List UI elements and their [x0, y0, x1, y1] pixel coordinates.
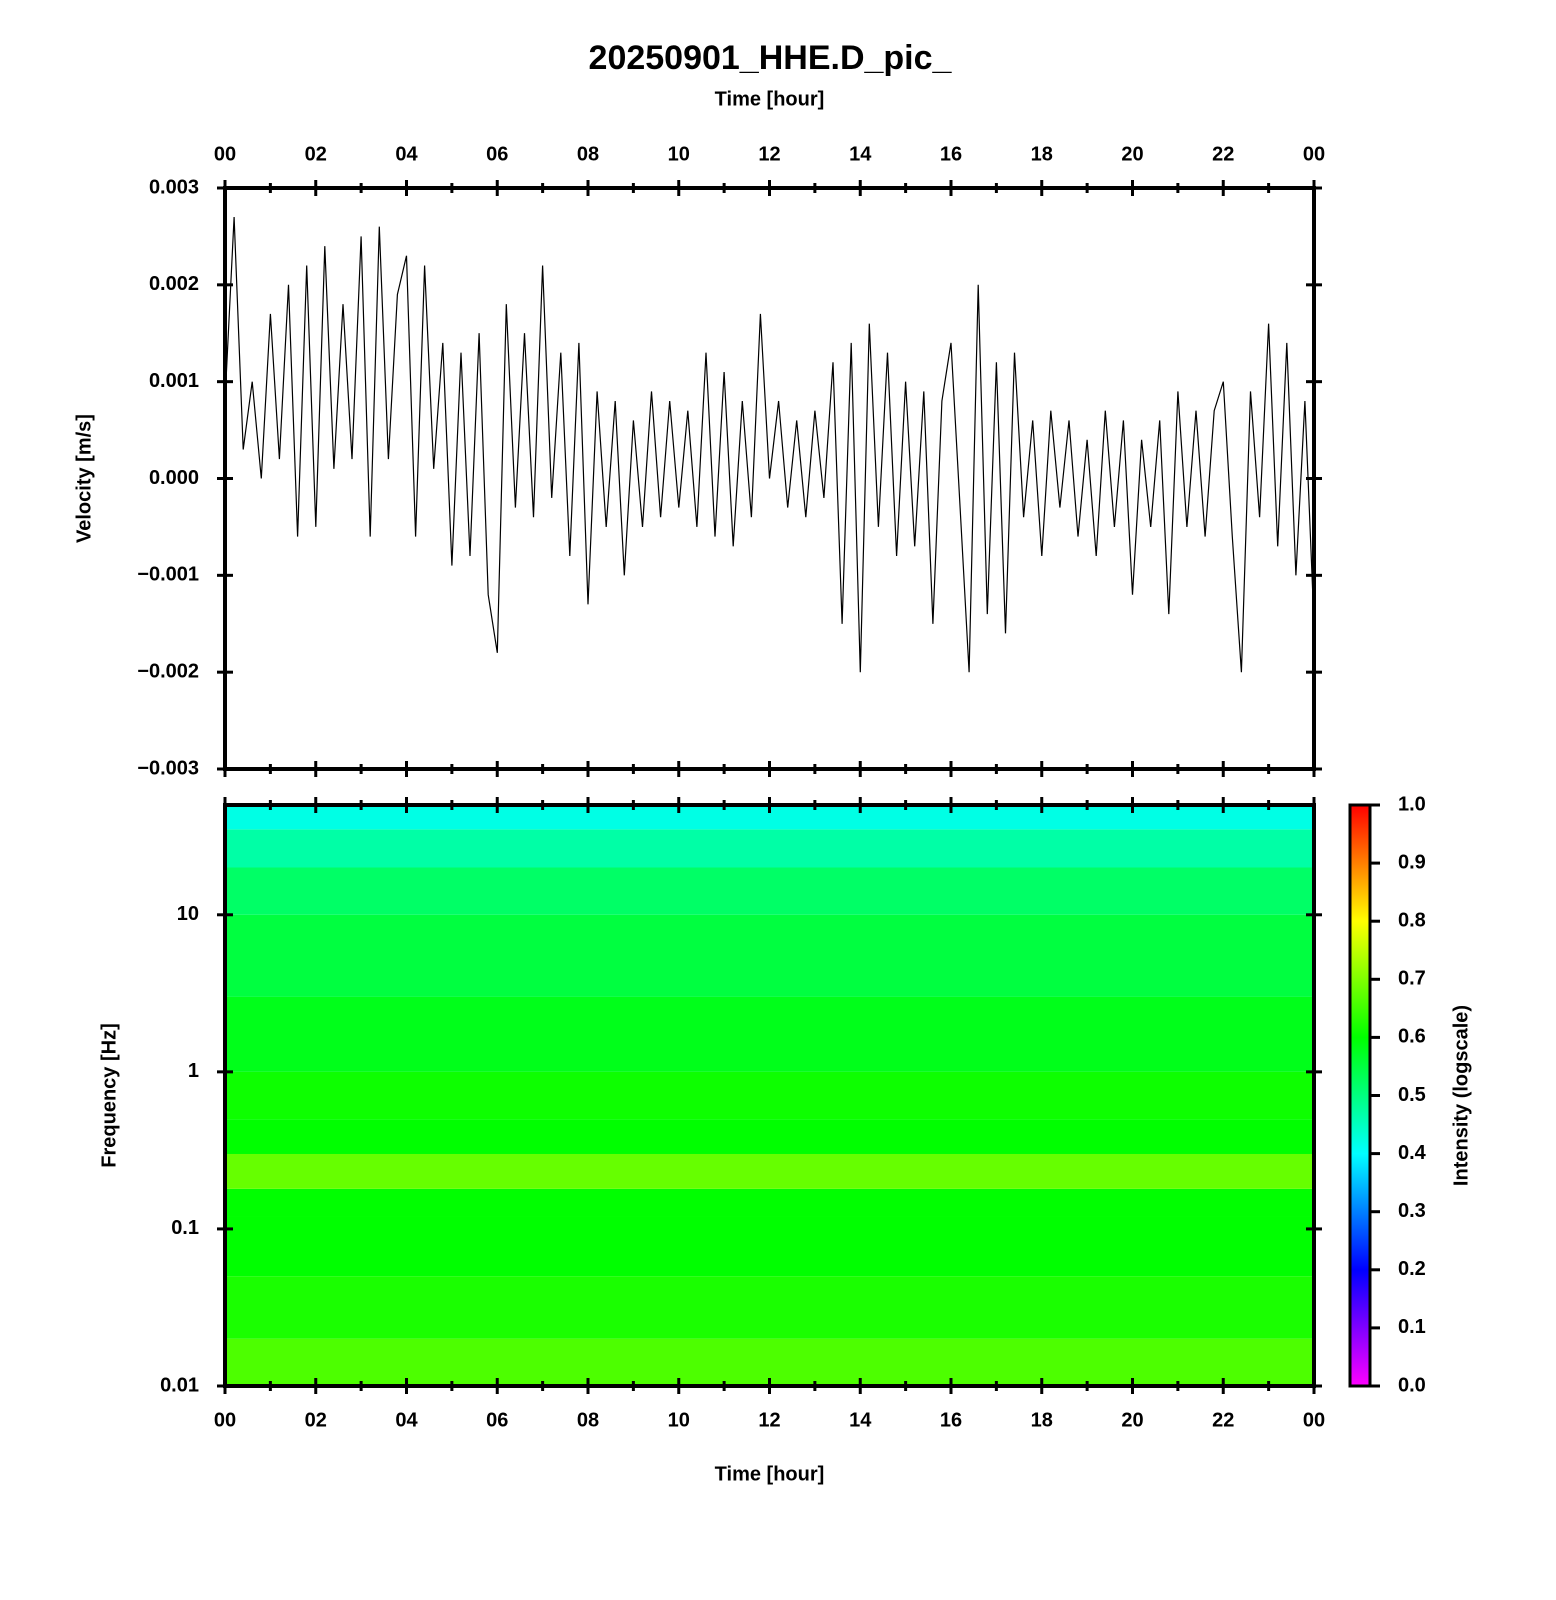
x-tick-label: 00: [1303, 143, 1325, 165]
x-tick-label: 00: [214, 1409, 236, 1431]
spectrogram-band: [225, 1188, 1314, 1217]
colorbar-tick-label: 0.4: [1398, 1142, 1427, 1164]
x-tick-label: 02: [305, 1409, 327, 1431]
y-axis-label: Frequency [Hz]: [98, 1023, 120, 1167]
spectrogram-band: [225, 1119, 1314, 1154]
x-tick-label: 12: [758, 143, 780, 165]
colorbar: [1348, 803, 1372, 1388]
colorbar-tick-label: 0.7: [1398, 968, 1426, 990]
x-axis-label: Time [hour]: [715, 1463, 825, 1485]
x-tick-label: 20: [1121, 143, 1143, 165]
x-tick-label: 08: [577, 1409, 599, 1431]
x-tick-label: 12: [758, 1409, 780, 1431]
colorbar-tick-label: 0.3: [1398, 1200, 1426, 1222]
y-tick-label: 0.1: [171, 1217, 199, 1239]
colorbar-tick-label: 0.8: [1398, 909, 1426, 931]
y-tick-label: 0.000: [149, 467, 199, 489]
y-tick-label: 0.001: [149, 370, 199, 392]
x-tick-label: 16: [940, 1409, 962, 1431]
x-tick-label: 08: [577, 143, 599, 165]
x-tick-label: 10: [668, 1409, 690, 1431]
x-tick-label: 18: [1031, 143, 1053, 165]
colorbar-label: Intensity (logscale): [1450, 1005, 1472, 1186]
x-tick-label: 04: [395, 1409, 418, 1431]
x-tick-label: 20: [1121, 1409, 1143, 1431]
x-tick-label: 02: [305, 143, 327, 165]
spectrogram-band: [225, 1276, 1314, 1339]
x-tick-label: 10: [668, 143, 690, 165]
x-tick-label: 00: [214, 143, 236, 165]
waveform: [224, 216, 1315, 673]
y-tick-label: 0.01: [160, 1374, 199, 1396]
colorbar-tick-label: 1.0: [1398, 793, 1426, 815]
x-tick-label: 14: [849, 143, 872, 165]
spectrogram-band: [225, 867, 1314, 915]
colorbar-tick-label: 0.1: [1398, 1316, 1426, 1338]
spectrogram-band: [225, 829, 1314, 868]
x-tick-label: 18: [1031, 1409, 1053, 1431]
chart-title: 20250901_HHE.D_pic_: [589, 39, 953, 77]
colorbar-tick-label: 0.0: [1398, 1374, 1426, 1396]
y-tick-label: 1: [188, 1060, 199, 1082]
x-tick-label: 06: [486, 1409, 508, 1431]
x-axis-label: Time [hour]: [715, 88, 825, 110]
x-tick-label: 22: [1212, 143, 1234, 165]
colorbar-tick-label: 0.9: [1398, 851, 1426, 873]
x-tick-label: 16: [940, 143, 962, 165]
y-axis-label: Velocity [m/s]: [73, 414, 95, 543]
colorbar-tick-label: 0.2: [1398, 1258, 1426, 1280]
x-tick-label: 04: [395, 143, 418, 165]
y-tick-label: 10: [177, 903, 199, 925]
y-tick-label: 0.002: [149, 273, 199, 295]
spectrogram-band: [225, 1071, 1314, 1120]
x-tick-label: 22: [1212, 1409, 1234, 1431]
y-tick-label: −0.003: [137, 757, 199, 779]
spectrogram-band: [225, 1216, 1314, 1277]
x-tick-label: 00: [1303, 1409, 1325, 1431]
y-tick-label: −0.001: [137, 564, 199, 586]
x-tick-label: 06: [486, 143, 508, 165]
y-tick-label: 0.003: [149, 176, 199, 198]
x-tick-label: 14: [849, 1409, 872, 1431]
spectrogram-band: [225, 1153, 1314, 1189]
colorbar-tick-label: 0.6: [1398, 1026, 1426, 1048]
colorbar-tick-label: 0.5: [1398, 1084, 1426, 1106]
spectrogram-band: [225, 914, 1314, 997]
spectrogram-band: [225, 996, 1314, 1072]
y-tick-label: −0.002: [137, 660, 199, 682]
